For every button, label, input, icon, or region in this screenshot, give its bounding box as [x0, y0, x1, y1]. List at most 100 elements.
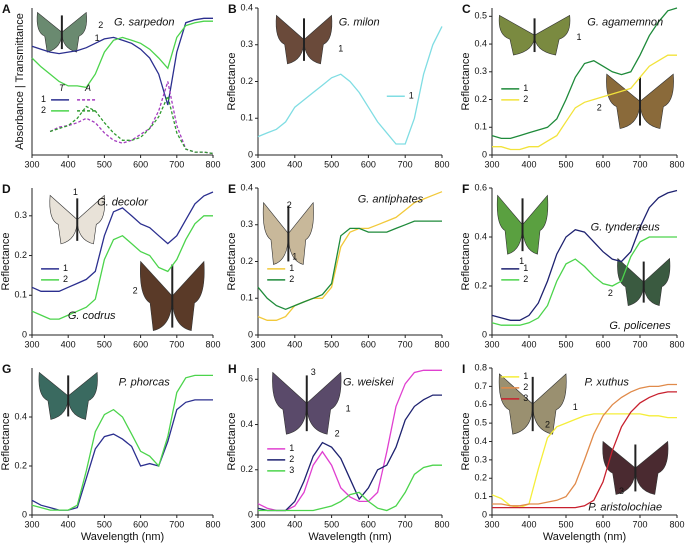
y-tick-label: 0.8 — [474, 362, 487, 372]
x-tick-label: 500 — [558, 159, 573, 169]
y-tick-label: 0.4 — [474, 231, 487, 241]
annotation: 2 — [597, 102, 602, 112]
x-tick-label: 400 — [61, 339, 76, 349]
panel: A 300 400 500 600 700 800 Absorbance | Transmit… — [2, 2, 221, 169]
y-tick-label: 0.6 — [474, 182, 487, 192]
y-axis-label: Reflectance — [226, 412, 238, 470]
panel-letter: G — [2, 362, 11, 376]
x-tick-label: 300 — [484, 519, 499, 529]
y-tick-label: 0.3 — [240, 39, 253, 49]
species-title: G. tynderaeus — [591, 222, 661, 234]
annotation: 2 — [98, 20, 103, 30]
x-tick-label: 800 — [434, 339, 449, 349]
x-tick-label: 500 — [97, 339, 112, 349]
y-tick-label: 0.3 — [14, 210, 27, 220]
annotation: 1 — [292, 251, 297, 261]
x-tick-label: 300 — [484, 159, 499, 169]
panel-letter: C — [462, 2, 471, 16]
annotation: 2 — [545, 420, 550, 430]
legend-label: 1 — [523, 83, 528, 93]
series-line — [492, 383, 677, 507]
panel-letter: H — [228, 362, 237, 376]
legend-label: 3 — [289, 465, 294, 475]
species-title: P. phorcas — [119, 377, 171, 389]
x-tick-label: 800 — [205, 519, 220, 529]
panel: H 300 400 500 600 700 800 0 0.2 0.4 0.6 Reflectance… — [226, 362, 450, 543]
series-line — [49, 81, 214, 155]
y-tick-label: 0.4 — [240, 419, 253, 429]
legend-label: 1 — [289, 263, 294, 273]
x-tick-label: 600 — [361, 159, 376, 169]
y-axis-label: Reflectance — [460, 232, 472, 290]
x-tick-label: 500 — [558, 519, 573, 529]
annotation: 1 — [519, 256, 524, 266]
y-tick-label: 0.4 — [240, 182, 253, 192]
series-line — [31, 191, 214, 292]
annotation: 2 — [608, 288, 613, 298]
legend-header: A — [84, 83, 91, 93]
y-tick-label: 0 — [482, 149, 487, 159]
y-tick-label: 0 — [22, 509, 27, 519]
y-tick-label: 0.3 — [474, 454, 487, 464]
y-tick-label: 0.1 — [14, 290, 27, 300]
y-tick-label: 0.4 — [240, 2, 253, 12]
x-tick-label: 500 — [97, 519, 112, 529]
x-tick-label: 700 — [169, 159, 184, 169]
y-tick-label: 0.2 — [240, 256, 253, 266]
x-axis-label: Wavelength (nm) — [308, 531, 391, 543]
series-line — [257, 394, 442, 512]
species-title: G. antiphates — [358, 194, 424, 206]
y-tick-label: 0.7 — [474, 381, 487, 391]
legend-label: 2 — [289, 274, 294, 284]
series-line — [491, 189, 678, 321]
x-tick-label: 700 — [398, 159, 413, 169]
panel-letter: A — [2, 2, 11, 16]
x-tick-label: 600 — [361, 339, 376, 349]
annotation: 1 — [573, 402, 578, 412]
x-tick-label: 500 — [324, 519, 339, 529]
x-tick-label: 600 — [595, 519, 610, 529]
legend-header: T — [59, 83, 66, 93]
series-line — [491, 236, 677, 326]
y-tick-label: 0.3 — [240, 219, 253, 229]
x-tick-label: 500 — [324, 339, 339, 349]
x-tick-label: 400 — [287, 159, 302, 169]
y-axis-label: Absorbance | Transmittance — [14, 13, 26, 150]
annotation: 1 — [73, 187, 78, 197]
y-tick-label: 0.1 — [474, 491, 487, 501]
annotation: G. policenes — [609, 320, 671, 332]
panel: D 300 400 500 600 700 800 0 0.1 0.2 0.3 Reflectance… — [0, 182, 221, 349]
panel-letter: B — [228, 2, 237, 16]
x-tick-label: 700 — [632, 519, 647, 529]
x-tick-label: 600 — [133, 339, 148, 349]
x-tick-label: 600 — [595, 159, 610, 169]
series-line — [31, 17, 213, 106]
x-tick-label: 800 — [434, 159, 449, 169]
x-tick-label: 300 — [24, 519, 39, 529]
y-tick-label: 0 — [482, 509, 487, 519]
y-tick-label: 0.1 — [474, 122, 487, 132]
legend-label: 3 — [523, 393, 528, 403]
panel-letter: E — [228, 182, 236, 196]
x-tick-label: 700 — [632, 339, 647, 349]
x-axis-label: Wavelength (nm) — [543, 531, 626, 543]
x-tick-label: 600 — [133, 519, 148, 529]
series-line — [257, 26, 443, 145]
y-tick-label: 0.1 — [240, 293, 253, 303]
x-tick-label: 300 — [250, 159, 265, 169]
legend-label: 1 — [41, 94, 46, 104]
x-tick-label: 800 — [669, 339, 684, 349]
y-tick-label: 0.6 — [474, 399, 487, 409]
series-line — [49, 94, 214, 155]
y-axis-label: Reflectance — [226, 52, 238, 110]
y-axis-label: Reflectance — [460, 52, 472, 110]
x-tick-label: 500 — [97, 159, 112, 169]
y-tick-label: 0.2 — [14, 250, 27, 260]
species-title: G. decolor — [97, 197, 149, 209]
panel: F 300 400 500 600 700 800 0 0.2 0.4 0.6 Reflectance… — [460, 182, 685, 349]
legend-label: 2 — [523, 382, 528, 392]
y-tick-label: 0.2 — [14, 460, 27, 470]
series-line — [492, 54, 677, 151]
